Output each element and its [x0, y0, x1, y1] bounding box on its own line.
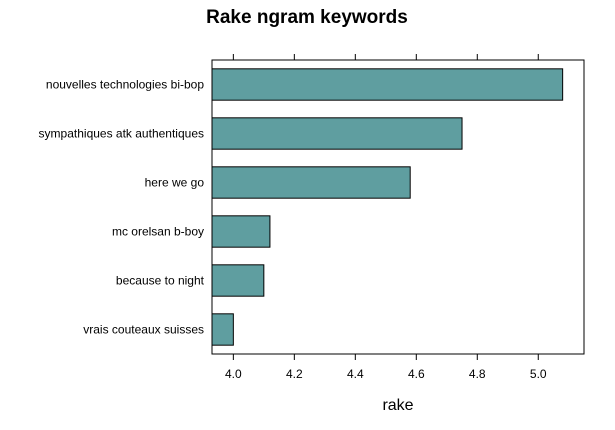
x-tick-label: 5.0: [530, 367, 547, 381]
x-axis: 4.0 4.2 4.4 4.6 4.8 5.0: [225, 54, 547, 381]
y-tick-label: here we go: [145, 176, 205, 190]
x-axis-title: rake: [382, 397, 413, 414]
x-tick-label: 4.2: [286, 367, 303, 381]
bar: [211, 215, 271, 248]
x-tick-label: 4.0: [225, 367, 242, 381]
x-tick-label: 4.8: [469, 367, 486, 381]
y-tick-label: vrais couteaux suisses: [83, 323, 204, 337]
x-tick-label: 4.6: [408, 367, 425, 381]
bar: [211, 166, 411, 199]
bar: [211, 264, 265, 297]
bars-layer: [211, 68, 564, 346]
y-tick-label: because to night: [116, 274, 205, 288]
chart-title: Rake ngram keywords: [206, 7, 408, 28]
bar: [211, 68, 564, 101]
y-tick-labels: nouvelles technologies bi-bop sympathique…: [39, 78, 205, 337]
bar: [211, 117, 463, 150]
x-tick-label: 4.4: [347, 367, 364, 381]
y-tick-label: nouvelles technologies bi-bop: [46, 78, 204, 92]
bar: [211, 313, 234, 346]
y-tick-label: mc orelsan b-boy: [112, 225, 204, 239]
plot-frame: [211, 59, 585, 355]
y-tick-label: sympathiques atk authentiques: [39, 127, 204, 141]
